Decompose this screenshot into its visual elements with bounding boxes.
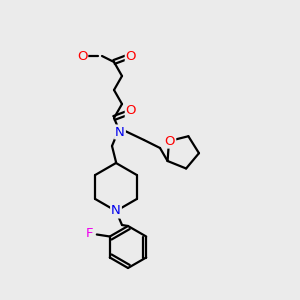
Text: F: F (86, 227, 94, 240)
Text: O: O (77, 50, 87, 62)
Text: O: O (165, 135, 175, 148)
Text: N: N (111, 205, 121, 218)
Text: N: N (115, 125, 125, 139)
Text: O: O (126, 104, 136, 118)
Text: O: O (126, 50, 136, 62)
